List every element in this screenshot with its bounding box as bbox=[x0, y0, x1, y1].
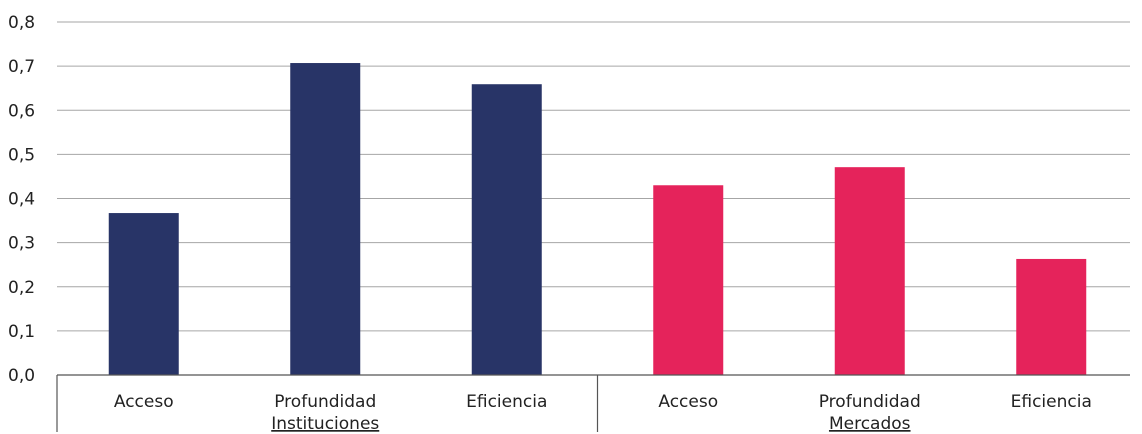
x-category-label: Acceso bbox=[658, 392, 718, 412]
bar bbox=[834, 167, 905, 375]
bar bbox=[471, 84, 542, 375]
x-category-label: Eficiencia bbox=[1011, 392, 1092, 412]
y-tick-label: 0,8 bbox=[8, 13, 35, 33]
y-tick-label: 0,0 bbox=[8, 366, 35, 386]
y-tick-label: 0,2 bbox=[8, 278, 35, 298]
x-category-label: Profundidad bbox=[274, 392, 376, 412]
x-axis bbox=[56, 374, 1130, 432]
x-axis-category-labels: Acceso Profundidad Eficiencia Acceso Profund… bbox=[114, 392, 1092, 412]
y-tick-label: 0,5 bbox=[8, 145, 35, 165]
y-tick-label: 0,3 bbox=[8, 234, 35, 254]
gridlines bbox=[57, 21, 1130, 332]
y-tick-label: 0,1 bbox=[8, 322, 35, 342]
bars bbox=[108, 63, 1087, 375]
bar bbox=[290, 63, 361, 375]
y-axis-ticks: 0,0 0,1 0,2 0,3 0,4 0,5 0,6 0,7 0,8 bbox=[8, 13, 35, 386]
x-axis-group-labels: Instituciones Mercados bbox=[271, 414, 910, 434]
bar bbox=[653, 185, 724, 375]
x-group-label: Instituciones bbox=[271, 414, 379, 434]
x-category-label: Eficiencia bbox=[466, 392, 547, 412]
bar bbox=[1016, 258, 1087, 375]
x-group-label: Mercados bbox=[829, 414, 911, 434]
x-category-label: Profundidad bbox=[819, 392, 921, 412]
y-tick-label: 0,6 bbox=[8, 101, 35, 121]
bar bbox=[108, 213, 179, 375]
y-tick-label: 0,4 bbox=[8, 190, 35, 210]
y-tick-label: 0,7 bbox=[8, 57, 35, 77]
x-category-label: Acceso bbox=[114, 392, 174, 412]
